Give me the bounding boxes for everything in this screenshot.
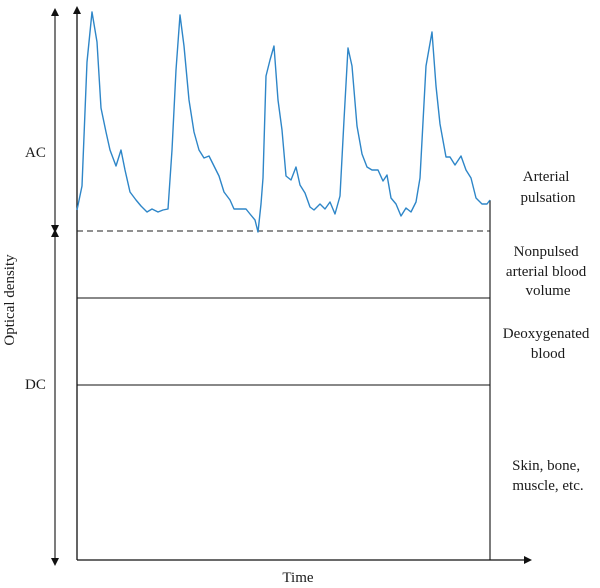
skin-bone-muscle-label: Skin, bone, muscle, etc. bbox=[512, 458, 584, 494]
dc-label: DC bbox=[25, 377, 46, 393]
x-axis-label: Time bbox=[282, 570, 313, 586]
arterial-pulsation-label: Arterial pulsation bbox=[521, 169, 576, 206]
arterial-pulse-waveform bbox=[76, 11, 491, 233]
nonpulsed-arterial-blood-label: Nonpulsed arterial blood volume bbox=[506, 244, 590, 299]
deoxygenated-blood-label: Deoxygenated blood bbox=[503, 326, 593, 362]
ac-label: AC bbox=[25, 145, 46, 161]
y-axis-label: Optical density bbox=[2, 254, 18, 346]
